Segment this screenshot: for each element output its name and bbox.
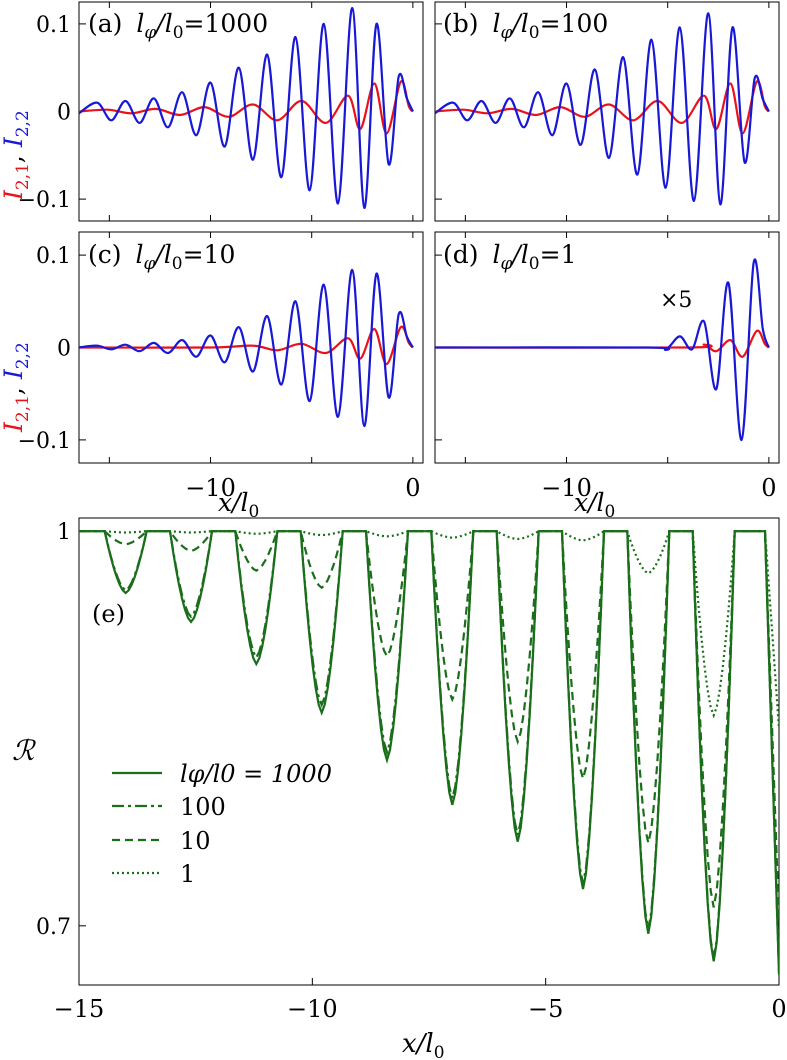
series-c-I22: [79, 268, 414, 428]
panel-c-label: (c) lφ/l0=10: [88, 240, 235, 274]
ytick-label-a-1: 0: [57, 101, 71, 126]
legend-label-1000: lφ/l0 = 1000: [180, 760, 332, 788]
legend-label-100: 100: [180, 793, 226, 821]
xlabel-right: x/l0: [574, 488, 615, 522]
series-a-I21: [79, 80, 414, 135]
xtick-label-e-0: −15: [54, 995, 105, 1023]
legend-label-10: 10: [180, 827, 211, 855]
xtick-label-e-3: 0: [771, 995, 786, 1023]
xtick-label-c-0: −10: [185, 474, 236, 502]
panel-e-label: (e): [92, 600, 125, 628]
series-e-100: [79, 530, 779, 972]
panel-b-plot: [435, 2, 770, 221]
ylabel-mid-row: I2,1, I2,2: [0, 342, 33, 433]
panel-d-plot: −10 0: [435, 232, 777, 502]
ytick-label-e-1: 0.7: [36, 915, 71, 940]
ytick-label-c-2: −0.1: [18, 429, 71, 454]
xlabel-left: x/l0: [218, 488, 259, 522]
xtick-label-e-2: −5: [528, 995, 563, 1023]
ylabel-top-row: I2,1, I2,2: [0, 110, 33, 201]
xlabel-bottom: x/l0: [402, 1029, 445, 1060]
xtick-label-e-1: −10: [287, 995, 338, 1023]
ylabel-bottom: ℛ: [12, 734, 36, 767]
series-b-I21: [435, 80, 770, 135]
panel-a-label: (a) lφ/l0=1000: [88, 9, 268, 43]
panel-e-frame: [78, 517, 780, 986]
series-b-I22: [435, 12, 770, 206]
panel-e-plot: 1 0.7 −15 −10 −5 0: [36, 520, 787, 1023]
series-a-I22: [79, 6, 414, 210]
xtick-label-d-0: −10: [541, 474, 592, 502]
series-e-1: [79, 530, 779, 729]
panel-d-label: (d) lφ/l0=1: [443, 240, 576, 274]
panel-d-annotation: ×5: [660, 288, 692, 313]
ytick-label-c-0: 0.1: [36, 244, 71, 269]
series-d-I21: [435, 329, 770, 358]
panel-c-plot: 0.1 0 −0.1 −10 0: [18, 232, 421, 502]
legend: lφ/l0 = 1000 100 10 1: [112, 760, 332, 888]
ytick-label-c-1: 0: [57, 337, 71, 362]
ytick-label-a-0: 0.1: [36, 13, 71, 38]
ytick-label-e-0: 1: [57, 520, 71, 545]
xtick-label-d-1: 0: [761, 474, 776, 502]
panel-a-plot: 0.1 0 −0.1: [18, 2, 414, 221]
xtick-label-c-1: 0: [405, 474, 420, 502]
legend-label-1: 1: [180, 860, 195, 888]
panel-b-label: (b) lφ/l0=100: [443, 9, 608, 43]
series-d-I22: [435, 258, 770, 442]
series-e-1000: [79, 530, 779, 975]
ytick-label-a-2: −0.1: [18, 188, 71, 213]
